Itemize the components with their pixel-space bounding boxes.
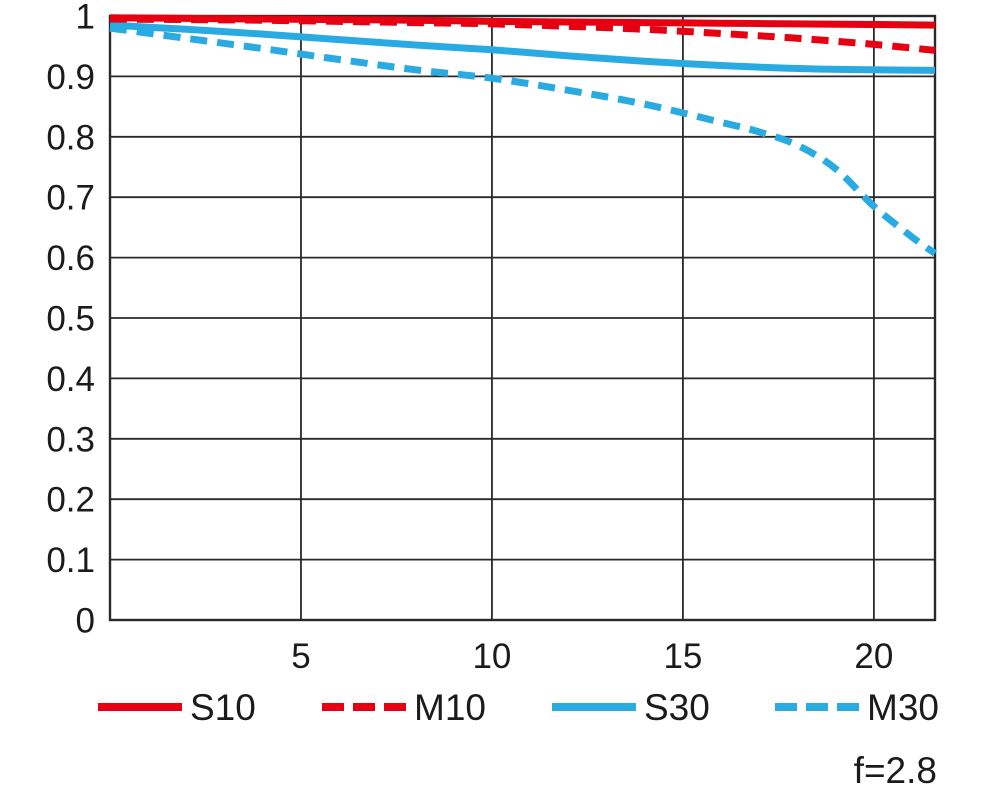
legend-label-S10: S10	[190, 687, 256, 728]
y-tick-label: 0.4	[46, 360, 95, 399]
legend-item-S10: S10	[98, 687, 256, 728]
legend-item-M30: M30	[775, 687, 939, 728]
legend-label-M10: M10	[414, 687, 486, 728]
x-tick-label: 20	[854, 637, 893, 676]
legend-item-S30: S30	[552, 687, 710, 728]
curve-S30	[109, 21, 936, 74]
plot-border	[108, 14, 937, 622]
x-tick-label: 10	[472, 637, 511, 676]
y-tick-label: 0.7	[46, 179, 95, 218]
curve-M30	[109, 24, 938, 257]
y-tick-label: 0.1	[46, 541, 95, 580]
legend: S10 M10 S30 M30	[98, 687, 939, 728]
legend-item-M10: M10	[322, 687, 486, 728]
y-tick-label: 0.9	[46, 58, 95, 97]
axis-tick-labels: 00.10.20.30.40.50.60.70.80.915 10 15 20	[46, 0, 893, 676]
curves	[109, 14, 938, 257]
y-tick-label: 1	[76, 0, 95, 37]
legend-label-M30: M30	[867, 687, 939, 728]
aperture-label: f=2.8	[854, 750, 937, 789]
curve-S10	[109, 14, 936, 29]
y-tick-label: 0.2	[46, 481, 95, 520]
y-tick-label: 0.5	[46, 300, 95, 339]
x-tick-label: 5	[291, 637, 310, 676]
legend-label-S30: S30	[644, 687, 710, 728]
y-tick-label: 0.8	[46, 118, 95, 157]
x-tick-label: 15	[663, 637, 702, 676]
y-tick-label: 0.6	[46, 239, 95, 278]
y-tick-label: 0	[76, 602, 95, 641]
y-tick-label: 0.3	[46, 420, 95, 459]
grid	[108, 14, 937, 622]
